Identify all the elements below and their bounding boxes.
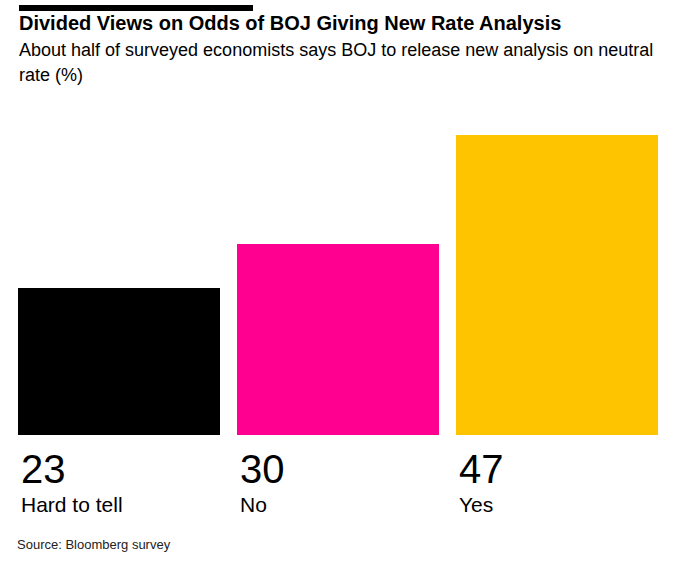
bar-value-label: 30 bbox=[240, 447, 439, 492]
bar-labels: 23 Hard to tell 30 No 47 Yes bbox=[18, 447, 658, 517]
bar-value-label: 47 bbox=[459, 447, 658, 492]
bar bbox=[18, 288, 220, 435]
bar-category-label: No bbox=[240, 492, 439, 517]
bar-category-label: Yes bbox=[459, 492, 658, 517]
label-group: 30 No bbox=[237, 447, 439, 517]
chart-title: Divided Views on Odds of BOJ Giving New … bbox=[19, 11, 659, 36]
chart-subtitle: About half of surveyed economists says B… bbox=[19, 38, 655, 88]
source-credit: Source: Bloomberg survey bbox=[17, 537, 170, 553]
chart-page: Divided Views on Odds of BOJ Giving New … bbox=[0, 0, 673, 564]
bar bbox=[237, 244, 439, 435]
label-group: 47 Yes bbox=[456, 447, 658, 517]
bar-value-label: 23 bbox=[21, 447, 220, 492]
bar-chart bbox=[18, 135, 658, 435]
bar bbox=[456, 135, 658, 435]
bar-category-label: Hard to tell bbox=[21, 492, 220, 517]
label-group: 23 Hard to tell bbox=[18, 447, 220, 517]
